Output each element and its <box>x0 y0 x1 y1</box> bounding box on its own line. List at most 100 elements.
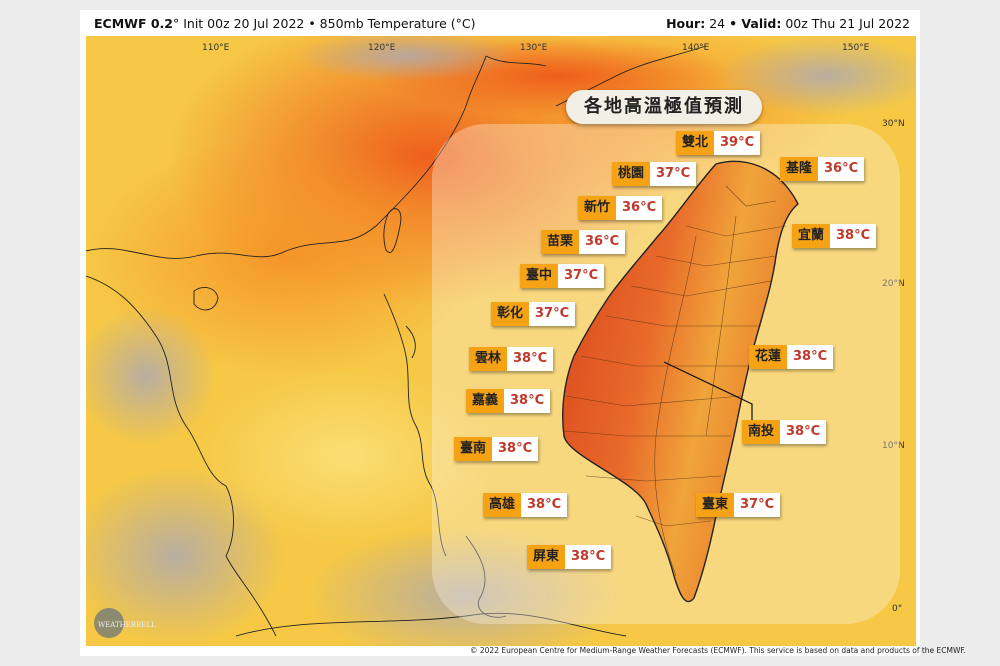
city-temp: 38°C <box>830 224 877 248</box>
cool-west <box>86 306 216 446</box>
latitude-labels: 30°N 20°N 10°N 0° <box>882 119 905 614</box>
boundary-taichung <box>605 315 761 327</box>
city-temp: 36°C <box>616 196 663 220</box>
boundary-kaohsiung <box>635 515 712 527</box>
boundary-chiayi <box>563 430 731 437</box>
city-name: 南投 <box>742 420 781 444</box>
map-header: ECMWF 0.2° Init 00z 20 Jul 2022 • 850mb … <box>80 10 920 36</box>
county-boundaries <box>563 185 787 577</box>
hour-value: 24 <box>709 16 726 31</box>
cool-north <box>296 36 516 81</box>
city-temp: 37°C <box>650 162 697 186</box>
city-label-miaoli: 苗栗 36°C <box>541 230 626 254</box>
city-name: 花蓮 <box>749 345 788 369</box>
city-name: 雲林 <box>469 347 508 371</box>
city-temp: 37°C <box>529 302 576 326</box>
city-temp: 39°C <box>714 131 761 155</box>
city-label-tainan: 臺南 38°C <box>454 437 539 461</box>
city-name: 高雄 <box>483 493 522 517</box>
city-name: 臺中 <box>520 264 559 288</box>
init-text: ° Init 00z 20 Jul 2022 • 850mb Temperatu… <box>172 16 476 31</box>
city-temp: 38°C <box>492 437 539 461</box>
lat-label-0: 0° <box>892 604 902 614</box>
valid-time: Hour: 24 • Valid: 00z Thu 21 Jul 2022 <box>666 16 910 31</box>
boundary-yunlin <box>565 395 742 407</box>
city-label-taoyuan: 桃園 37°C <box>612 162 697 186</box>
map-frame: ECMWF 0.2° Init 00z 20 Jul 2022 • 850mb … <box>80 10 966 656</box>
korea-coast <box>485 55 547 67</box>
model-name: ECMWF 0.2 <box>94 16 173 31</box>
city-name: 屏東 <box>527 545 566 569</box>
lon-label-130: 130°E <box>520 43 548 53</box>
city-name: 雙北 <box>676 131 715 155</box>
mindanao-coast <box>465 535 507 618</box>
city-label-taitung: 臺東 37°C <box>696 493 781 517</box>
panel-title: 各地高溫極值預測 <box>566 90 762 124</box>
philippines-west <box>383 293 447 557</box>
boundary-miaoli <box>630 280 772 297</box>
city-name: 臺東 <box>696 493 735 517</box>
taiwan-island <box>562 160 799 603</box>
luzon-detail <box>405 325 416 359</box>
lat-label-30n: 30°N <box>882 119 905 129</box>
lon-label-120: 120°E <box>368 43 396 53</box>
indochina-coast <box>86 275 234 557</box>
city-label-pingtung: 屏東 38°C <box>527 545 612 569</box>
map-svg: 110°E 120°E 130°E 140°E 150°E 30°N 20°N … <box>86 36 916 646</box>
lat-label-20n: 20°N <box>882 279 905 289</box>
city-label-hualien: 花蓮 38°C <box>749 345 834 369</box>
boundary-east-range <box>705 215 737 437</box>
coastlines <box>86 45 707 637</box>
boundary-central-range <box>654 235 697 577</box>
city-label-yilan: 宜蘭 38°C <box>792 224 877 248</box>
city-temp: 38°C <box>780 420 827 444</box>
city-name: 新竹 <box>578 196 617 220</box>
city-name: 彰化 <box>491 302 530 326</box>
weatherbell-logo: WEATHERBELL <box>94 608 156 638</box>
heat-west <box>86 136 486 376</box>
city-name: 宜蘭 <box>792 224 831 248</box>
valid-label: • Valid: <box>729 16 782 31</box>
city-label-yunlin: 雲林 38°C <box>469 347 554 371</box>
city-name: 嘉義 <box>466 389 505 413</box>
city-temp: 36°C <box>579 230 626 254</box>
logo-globe <box>94 608 124 638</box>
city-label-chiayi: 嘉義 38°C <box>466 389 551 413</box>
city-temp: 38°C <box>787 345 834 369</box>
logo-text: WEATHERBELL <box>98 621 156 629</box>
valid-value: 00z Thu 21 Jul 2022 <box>785 16 910 31</box>
city-temp: 38°C <box>507 347 554 371</box>
city-temp: 38°C <box>565 545 612 569</box>
copyright-footer: © 2022 European Centre for Medium-Range … <box>470 646 966 655</box>
malay-coast <box>225 555 277 637</box>
lon-label-110: 110°E <box>202 43 230 53</box>
longitude-labels: 110°E 120°E 130°E 140°E 150°E <box>202 43 870 53</box>
borneo-coast <box>235 612 627 637</box>
city-name: 基隆 <box>780 157 819 181</box>
city-label-nantou: 南投 38°C <box>742 420 827 444</box>
cool-northeast <box>716 36 916 116</box>
boundary-changhua <box>580 355 751 367</box>
city-name: 苗栗 <box>541 230 580 254</box>
city-temp: 37°C <box>558 264 605 288</box>
city-label-taichung: 臺中 37°C <box>520 264 605 288</box>
taiwan-small <box>383 208 402 253</box>
boundary-tainan <box>585 475 722 482</box>
warm-sea <box>196 366 496 546</box>
city-temp: 37°C <box>734 493 781 517</box>
lon-label-140: 140°E <box>682 43 710 53</box>
city-temp: 36°C <box>818 157 865 181</box>
lon-label-150: 150°E <box>842 43 870 53</box>
city-temp: 38°C <box>504 389 551 413</box>
boundary-north <box>725 185 777 207</box>
boundary-hsinchu <box>655 255 777 267</box>
temperature-map: 110°E 120°E 130°E 140°E 150°E 30°N 20°N … <box>86 36 916 646</box>
hainan-island <box>193 287 219 311</box>
city-label-hsinchu: 新竹 36°C <box>578 196 663 220</box>
lat-label-10n: 10°N <box>882 441 905 451</box>
boundary-taoyuan <box>685 225 787 237</box>
city-name: 臺南 <box>454 437 493 461</box>
city-name: 桃園 <box>612 162 651 186</box>
hour-label: Hour: <box>666 16 706 31</box>
city-label-kaohsiung: 高雄 38°C <box>483 493 568 517</box>
